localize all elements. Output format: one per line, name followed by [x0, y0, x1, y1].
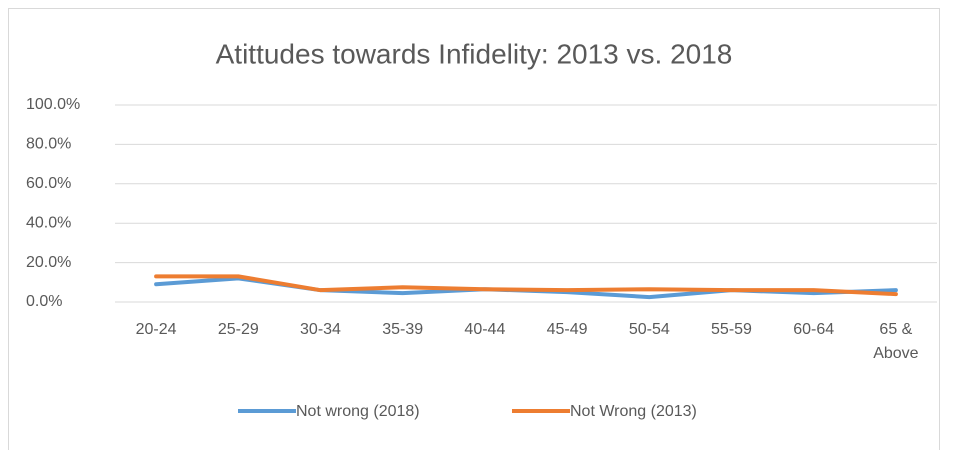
- x-tick-label: 20-24: [135, 321, 177, 338]
- legend-label: Not wrong (2018): [296, 403, 420, 420]
- chart-title: Atittudes towards Infidelity: 2013 vs. 2…: [216, 38, 733, 69]
- y-tick-label: 60.0%: [26, 175, 71, 192]
- y-tick-label: 40.0%: [26, 214, 71, 231]
- x-tick-label: 40-44: [464, 321, 506, 338]
- x-tick-label: 45-49: [546, 321, 588, 338]
- x-tick-label: 65 & Above: [873, 321, 919, 362]
- y-tick-label: 20.0%: [26, 254, 71, 271]
- x-tick-label: 35-39: [382, 321, 424, 338]
- line-series: [154, 274, 898, 297]
- x-tick-label: 30-34: [300, 321, 341, 338]
- x-tick-label: 50-54: [628, 321, 670, 338]
- y-tick-label: 100.0%: [26, 96, 80, 113]
- chart-frame: [8, 8, 940, 450]
- x-tick-label: 25-29: [217, 321, 259, 338]
- x-tick-label: 55-59: [711, 321, 752, 338]
- x-tick-label: 60-64: [793, 321, 835, 338]
- y-tick-label: 0.0%: [26, 293, 62, 310]
- legend-label: Not Wrong (2013): [570, 403, 697, 420]
- y-tick-label: 80.0%: [26, 136, 71, 153]
